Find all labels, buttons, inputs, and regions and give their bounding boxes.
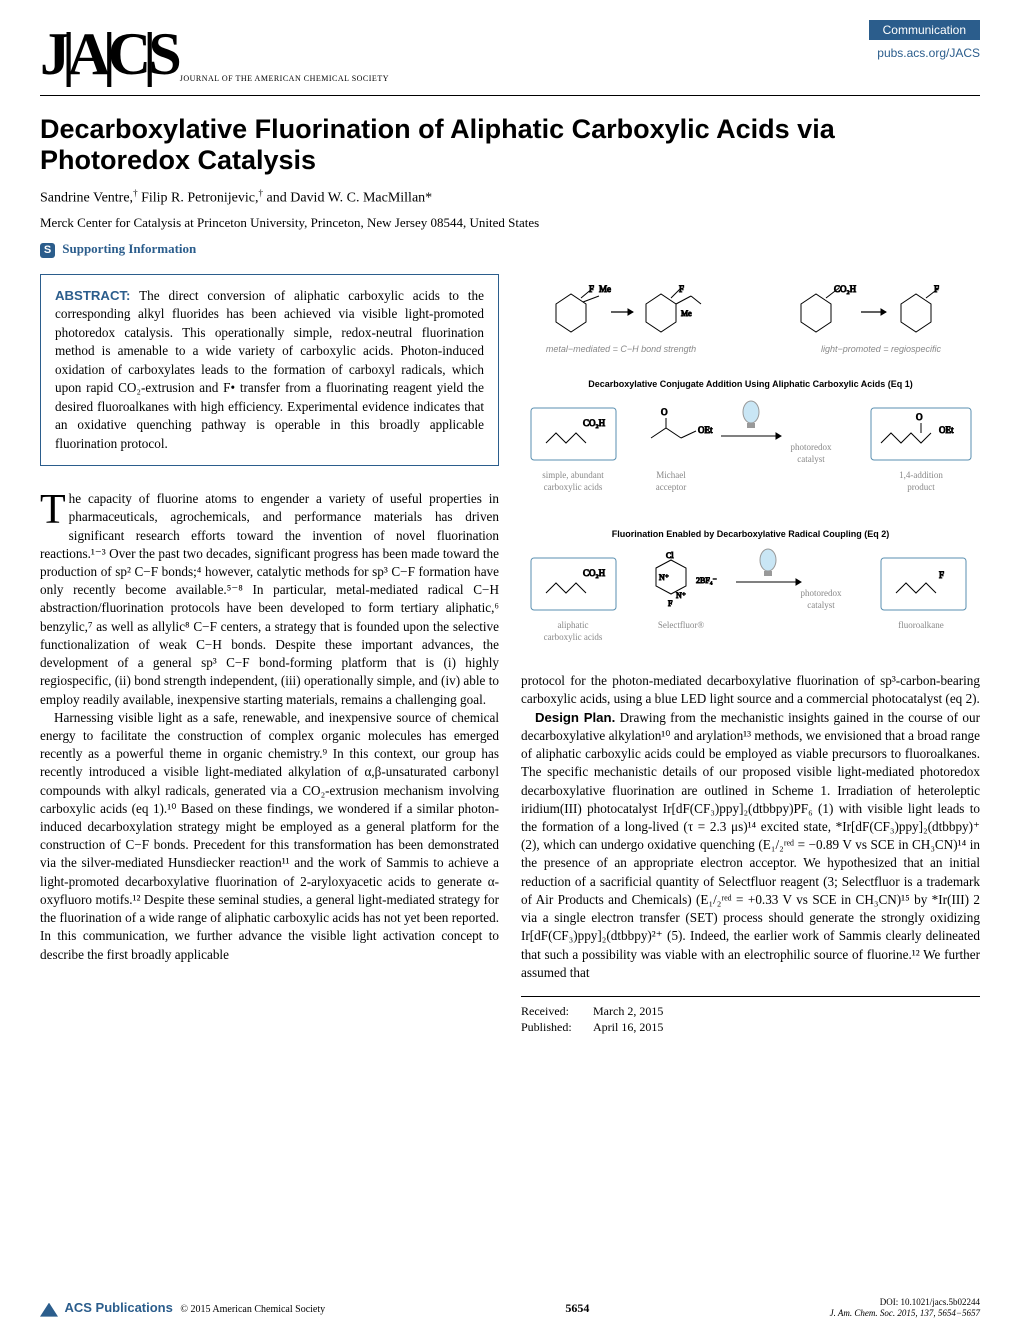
logo-subtitle: JOURNAL OF THE AMERICAN CHEMICAL SOCIETY — [180, 74, 389, 83]
abstract-body: The direct conversion of aliphatic carbo… — [55, 288, 484, 451]
authors: Sandrine Ventre,† Filip R. Petronijevic,… — [40, 188, 980, 207]
header-right: Communication pubs.acs.org/JACS — [869, 20, 980, 60]
para1-text: he capacity of fluorine atoms to engende… — [40, 491, 499, 706]
svg-text:N⁺: N⁺ — [676, 591, 686, 600]
fig-addition: 1,4-addition — [899, 470, 943, 480]
fig-fluoroalkane: fluoroalkane — [898, 620, 943, 630]
figure-eq1-svg: CO₂H O OEt O OEt simple, abundant ca — [521, 398, 980, 508]
published-date: April 16, 2015 — [593, 1019, 663, 1036]
svg-text:O: O — [661, 407, 668, 417]
svg-text:N⁺: N⁺ — [659, 573, 669, 582]
footer-right: DOI: 10.1021/jacs.5b02244 J. Am. Chem. S… — [830, 1297, 980, 1320]
svg-text:Me: Me — [681, 309, 692, 318]
para4-text: Drawing from the mechanistic insights ga… — [521, 710, 980, 980]
fig-label-metal: metal−mediated = C−H bond strength — [546, 344, 696, 354]
citation: J. Am. Chem. Soc. 2015, 137, 5654−5657 — [830, 1308, 980, 1320]
svg-text:O: O — [916, 412, 923, 422]
fig-acceptor: acceptor — [656, 482, 686, 492]
body-columns: ABSTRACT: The direct conversion of aliph… — [40, 274, 980, 1036]
acs-logo-icon — [40, 1303, 58, 1317]
body-paragraph-1: The capacity of fluorine atoms to engend… — [40, 490, 499, 709]
svg-text:2BF₄⁻: 2BF₄⁻ — [696, 576, 717, 585]
fig-photoredox1: photoredox — [791, 442, 832, 452]
left-column: ABSTRACT: The direct conversion of aliph… — [40, 274, 499, 1036]
article-title: Decarboxylative Fluorination of Aliphati… — [40, 114, 980, 176]
page-number: 5654 — [565, 1301, 589, 1316]
eq1-caption: Decarboxylative Conjugate Addition Using… — [521, 378, 980, 390]
footer-left: ACS Publications © 2015 American Chemica… — [40, 1300, 325, 1317]
svg-text:F: F — [939, 570, 944, 580]
fig-carboxylic: carboxylic acids — [544, 482, 603, 492]
right-column: FMe F Me CO₂H F metal−mediated = — [521, 274, 980, 1036]
figure-eq2-svg: CO₂H Cl N⁺ N⁺ F 2BF₄⁻ F — [521, 548, 980, 653]
doi: DOI: 10.1021/jacs.5b02244 — [830, 1297, 980, 1309]
design-plan-heading: Design Plan. — [535, 710, 615, 725]
abstract-label: ABSTRACT: — [55, 288, 130, 303]
fig-carboxylic2: carboxylic acids — [544, 632, 603, 642]
svg-text:OEt: OEt — [939, 425, 954, 435]
fig-michael: Michael — [656, 470, 686, 480]
fig-simple: simple, abundant — [542, 470, 604, 480]
published-label: Published: — [521, 1019, 593, 1036]
figure-top-svg: FMe F Me CO₂H F metal−mediated = — [521, 274, 980, 359]
copyright: © 2015 American Chemical Society — [180, 1304, 325, 1315]
figure-top: FMe F Me CO₂H F metal−mediated = — [521, 274, 980, 364]
svg-text:Me: Me — [599, 284, 611, 294]
acs-publications: ACS Publications — [65, 1300, 173, 1315]
fig-label-light: light−promoted = regiospecific — [821, 344, 942, 354]
pubs-link[interactable]: pubs.acs.org/JACS — [869, 46, 980, 60]
fig-selectfluor: Selectfluor® — [658, 620, 704, 630]
received-label: Received: — [521, 1003, 593, 1020]
supporting-label: Supporting Information — [62, 241, 196, 256]
svg-text:CO₂H: CO₂H — [583, 568, 606, 578]
figure-eq2: CO₂H Cl N⁺ N⁺ F 2BF₄⁻ F — [521, 548, 980, 658]
page-footer: ACS Publications © 2015 American Chemica… — [40, 1297, 980, 1320]
journal-logo: J|A|C|S JOURNAL OF THE AMERICAN CHEMICAL… — [40, 20, 389, 89]
body-paragraph-2: Harnessing visible light as a safe, rene… — [40, 709, 499, 964]
eq2-caption: Fluorination Enabled by Decarboxylative … — [521, 528, 980, 540]
figure-eq1: CO₂H O OEt O OEt simple, abundant ca — [521, 398, 980, 513]
fig-catalyst1: catalyst — [797, 454, 825, 464]
fig-catalyst2: catalyst — [807, 600, 835, 610]
fig-product: product — [907, 482, 935, 492]
page-header: J|A|C|S JOURNAL OF THE AMERICAN CHEMICAL… — [40, 20, 980, 96]
abstract-box: ABSTRACT: The direct conversion of aliph… — [40, 274, 499, 466]
fig-aliphatic: aliphatic — [558, 620, 589, 630]
fig-photoredox2: photoredox — [801, 588, 842, 598]
svg-text:Cl: Cl — [666, 551, 674, 560]
svg-text:F: F — [668, 599, 673, 608]
body-paragraph-3: protocol for the photon-mediated decarbo… — [521, 672, 980, 708]
communication-label: Communication — [869, 20, 980, 40]
supporting-s-icon: S — [40, 243, 55, 258]
received-block: Received: March 2, 2015 Published: April… — [521, 996, 980, 1036]
supporting-info[interactable]: S Supporting Information — [40, 241, 980, 258]
svg-text:OEt: OEt — [698, 425, 713, 435]
body-paragraph-4: Design Plan. Drawing from the mechanisti… — [521, 709, 980, 982]
affiliation: Merck Center for Catalysis at Princeton … — [40, 215, 980, 231]
received-date: March 2, 2015 — [593, 1003, 663, 1020]
svg-text:CO₂H: CO₂H — [583, 418, 606, 428]
logo-letters: J|A|C|S — [40, 20, 176, 89]
dropcap: T — [40, 490, 69, 527]
